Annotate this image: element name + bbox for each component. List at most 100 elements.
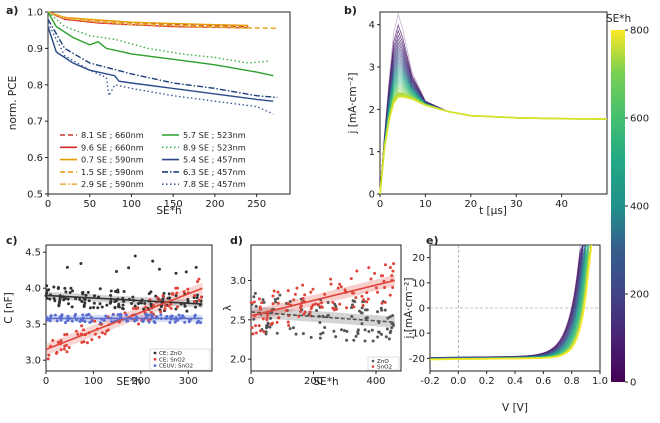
panel-d-point-sno2 bbox=[332, 308, 336, 312]
panel-d-point-sno2 bbox=[251, 332, 255, 336]
panel-c-ytick-label: 3.5 bbox=[25, 320, 41, 331]
panel-d-point-sno2 bbox=[349, 277, 353, 281]
panel-c-point-ceuv bbox=[175, 318, 179, 322]
panel-c-point-sno2 bbox=[164, 304, 168, 308]
panel-d-point-zno bbox=[371, 339, 375, 343]
panel-d-point-sno2 bbox=[276, 301, 280, 305]
panel-b-xtick-label: 20 bbox=[464, 199, 477, 210]
panel-c-point-ceuv bbox=[70, 319, 74, 323]
panel-d-point-zno bbox=[380, 308, 384, 312]
panel-c-point-zno bbox=[83, 298, 87, 302]
panel-d-point-zno bbox=[379, 332, 383, 336]
panel-c-point-zno bbox=[113, 306, 117, 310]
panel-d-point-sno2 bbox=[269, 322, 273, 326]
panel-d-xtick-label: 200 bbox=[304, 376, 323, 387]
panel-d-point-zno bbox=[354, 334, 358, 338]
panel-c-point-sno2 bbox=[76, 332, 80, 336]
panel-d-point-sno2 bbox=[295, 286, 299, 290]
panel-d-ytick-label: 2.0 bbox=[230, 355, 246, 366]
panel-c-point-ceuv bbox=[183, 320, 187, 324]
panel-c-point-ceuv bbox=[147, 320, 151, 324]
panel-d-point-zno bbox=[360, 322, 364, 326]
panel-c-point-ceuv bbox=[104, 314, 108, 318]
panel-c-point-ceuv bbox=[66, 319, 70, 323]
panel-d-point-zno bbox=[340, 328, 344, 332]
panel-a-series-line bbox=[47, 11, 249, 27]
panel-d-point-sno2 bbox=[302, 312, 306, 316]
panel-d-point-sno2 bbox=[383, 300, 387, 304]
panel-d-point-sno2 bbox=[271, 294, 275, 298]
panel-d-point-zno bbox=[345, 338, 349, 342]
panel-c-point-zno bbox=[48, 297, 52, 301]
panel-b-ytick-label: 1 bbox=[369, 147, 375, 158]
panel-c-point-zno bbox=[196, 293, 200, 297]
panel-d-point-sno2 bbox=[303, 310, 307, 314]
panel-d-point-sno2 bbox=[266, 313, 270, 317]
panel-c-point-sno2 bbox=[62, 347, 66, 351]
panel-b-transient-curve bbox=[379, 90, 608, 195]
panel-d-point-sno2 bbox=[379, 274, 383, 278]
panel-c-point-zno bbox=[127, 266, 131, 270]
panel-e-xtick-label: -0.2 bbox=[420, 376, 440, 387]
panel-a-ylabel: norm. PCE bbox=[7, 76, 19, 130]
panel-c-point-zno bbox=[174, 307, 178, 311]
panel-c-point-ceuv bbox=[63, 321, 67, 325]
panel-d-point-zno bbox=[345, 329, 349, 333]
panel-c-point-sno2 bbox=[56, 340, 60, 344]
panel-c-point-zno bbox=[113, 300, 117, 304]
panel-c-point-zno bbox=[92, 301, 96, 305]
panel-c-point-ceuv bbox=[170, 314, 174, 318]
panel-b-transient-curve bbox=[379, 92, 608, 195]
panel-d-point-zno bbox=[342, 329, 346, 333]
panel-c-point-sno2 bbox=[131, 306, 135, 310]
panel-c-point-zno bbox=[140, 301, 144, 305]
panel-e-xtick-label: 1.0 bbox=[592, 376, 608, 387]
panel-d-point-sno2 bbox=[323, 292, 327, 296]
panel-c-point-zno bbox=[193, 305, 197, 309]
panel-c-point-sno2 bbox=[186, 287, 190, 291]
panel-c-point-zno bbox=[45, 296, 49, 300]
colorbar-tick-label: 200 bbox=[630, 290, 649, 301]
panel-e-jv-curve bbox=[430, 244, 584, 358]
panel-e-xtick-label: 0.6 bbox=[535, 376, 551, 387]
panel-c-point-zno bbox=[174, 294, 178, 298]
panel-c-point-zno bbox=[133, 304, 137, 308]
panel-c-axes bbox=[45, 244, 213, 372]
panel-d-point-sno2 bbox=[383, 286, 387, 290]
panel-c-point-zno bbox=[194, 265, 198, 269]
panel-d-point-zno bbox=[350, 315, 354, 319]
panel-d-point-zno bbox=[278, 293, 282, 297]
panel-d-point-sno2 bbox=[298, 310, 302, 314]
panel-e-ytick-label: -20 bbox=[409, 354, 425, 365]
panel-a-legend-entry: 5.7 SE ; 523nm bbox=[183, 130, 246, 140]
panel-e-ylabel: j [mA·cm⁻²] bbox=[403, 278, 415, 340]
panel-d-point-sno2 bbox=[360, 294, 364, 298]
panel-c-point-sno2 bbox=[199, 295, 203, 299]
panel-a-legend-entry: 2.9 SE ; 590nm bbox=[81, 179, 144, 189]
panel-d-point-sno2 bbox=[352, 305, 356, 309]
panel-a-series-line bbox=[47, 11, 253, 30]
panel-c-point-sno2 bbox=[171, 291, 175, 295]
panel-c-point-ceuv bbox=[59, 318, 63, 322]
panel-d-point-zno bbox=[390, 326, 394, 330]
panel-d-point-sno2 bbox=[376, 290, 380, 294]
panel-c-point-zno bbox=[109, 293, 113, 297]
panel-c-legend-marker bbox=[153, 357, 157, 361]
panel-d-point-sno2 bbox=[336, 286, 340, 290]
panel-d-point-sno2 bbox=[252, 300, 256, 304]
panel-c-legend-box bbox=[149, 348, 211, 371]
panel-a-ytick-label: 0.7 bbox=[27, 117, 43, 128]
panel-c-point-zno bbox=[74, 297, 78, 301]
panel-a-label: a) bbox=[6, 4, 18, 17]
panel-c-point-zno bbox=[92, 294, 96, 298]
panel-d-point-sno2 bbox=[329, 282, 333, 286]
panel-d-point-zno bbox=[291, 326, 295, 330]
panel-c-point-zno bbox=[100, 305, 104, 309]
panel-c-point-sno2 bbox=[63, 333, 67, 337]
panel-c-point-sno2 bbox=[46, 357, 50, 361]
panel-c-point-ceuv bbox=[66, 314, 70, 318]
panel-d-point-zno bbox=[364, 316, 368, 320]
panel-b-transient-curve bbox=[379, 45, 608, 195]
panel-e-jv-curve bbox=[429, 244, 593, 361]
panel-d-point-sno2 bbox=[369, 277, 373, 281]
